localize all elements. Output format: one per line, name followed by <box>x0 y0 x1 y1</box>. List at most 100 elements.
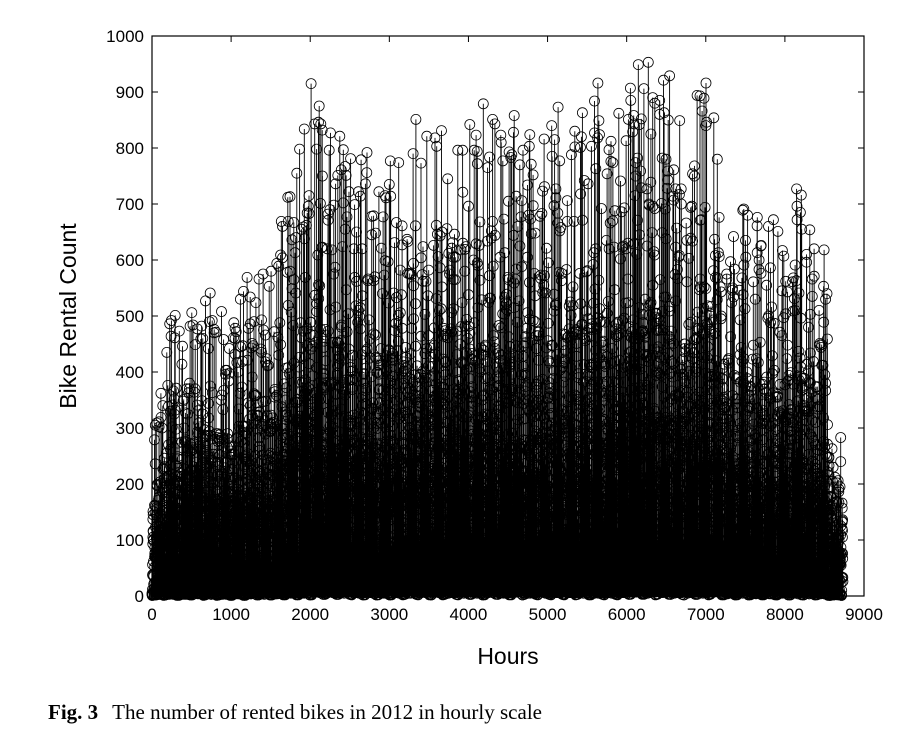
data-point <box>242 397 254 409</box>
data-point <box>155 411 167 423</box>
data-point <box>193 485 205 497</box>
data-point <box>174 566 186 578</box>
data-point <box>156 560 168 572</box>
data-point <box>225 451 237 463</box>
data-point <box>222 428 234 440</box>
data-point <box>204 287 216 299</box>
data-point <box>222 442 233 454</box>
data-point <box>221 364 233 376</box>
data-point <box>199 489 210 501</box>
data-point <box>183 387 195 399</box>
data-point <box>238 285 249 297</box>
data-point <box>193 417 205 429</box>
data-point <box>197 332 209 344</box>
data-point <box>227 449 238 461</box>
data-point <box>177 340 188 352</box>
data-point <box>200 295 211 307</box>
data-point <box>210 326 222 338</box>
data-point <box>233 403 245 415</box>
data-point <box>230 552 242 563</box>
data-point <box>214 449 226 461</box>
data-point <box>185 558 197 569</box>
data-point <box>208 323 220 335</box>
data-point <box>218 502 230 514</box>
data-point <box>254 465 265 477</box>
data-point <box>172 488 184 500</box>
data-point <box>244 529 256 541</box>
data-point <box>190 456 202 468</box>
data-point <box>242 322 254 334</box>
data-point <box>191 483 203 495</box>
data-point <box>159 463 171 475</box>
data-point <box>250 297 262 309</box>
data-point <box>237 420 249 432</box>
data-point <box>170 382 182 394</box>
data-point <box>158 452 170 464</box>
data-point <box>241 563 253 574</box>
data-point <box>199 424 210 436</box>
data-point <box>223 367 235 379</box>
data-point <box>207 569 219 581</box>
data-point <box>160 497 172 508</box>
data-point <box>189 339 201 351</box>
data-point <box>165 560 177 572</box>
data-point <box>229 348 241 360</box>
data-point <box>196 492 208 504</box>
data-point <box>185 438 197 450</box>
data-point <box>206 510 218 521</box>
data-point <box>212 435 224 447</box>
data-point <box>180 407 192 419</box>
data-point <box>170 460 182 471</box>
data-point <box>248 316 260 328</box>
data-point <box>223 343 235 354</box>
data-point <box>241 271 253 283</box>
data-point <box>241 568 253 580</box>
data-point <box>237 355 249 367</box>
data-point <box>161 447 173 459</box>
data-point <box>219 524 231 535</box>
data-point <box>218 478 230 490</box>
data-point <box>220 484 232 496</box>
data-point <box>223 375 235 387</box>
data-point <box>188 552 199 563</box>
data-point <box>238 427 250 438</box>
data-point <box>247 340 259 352</box>
data-point <box>244 400 256 412</box>
data-point <box>220 368 231 380</box>
data-point <box>216 432 228 443</box>
data-point <box>232 366 244 378</box>
data-point <box>186 307 198 319</box>
data-point <box>185 477 197 489</box>
data-point <box>161 346 173 358</box>
data-point <box>217 404 229 415</box>
data-point <box>240 451 252 463</box>
data-point <box>236 381 248 393</box>
data-point <box>169 309 181 321</box>
data-point <box>158 484 170 496</box>
data-point <box>182 475 194 487</box>
data-point <box>214 434 226 446</box>
data-point <box>149 434 160 446</box>
data-point <box>216 389 228 401</box>
data-point <box>250 390 262 401</box>
data-point <box>208 442 220 454</box>
data-point <box>227 489 239 501</box>
data-point <box>234 387 246 399</box>
data-point <box>187 437 199 449</box>
data-point <box>200 441 212 452</box>
data-point <box>253 406 265 418</box>
data-point <box>159 461 171 473</box>
data-point <box>169 404 181 416</box>
data-point <box>244 291 256 303</box>
data-point <box>240 420 252 432</box>
data-point <box>206 315 218 326</box>
data-point <box>178 490 190 502</box>
data-point <box>182 408 193 420</box>
data-point <box>246 371 258 383</box>
data-point <box>196 395 208 407</box>
data-point <box>171 563 183 574</box>
data-point <box>203 397 214 409</box>
data-point <box>242 354 254 366</box>
data-point <box>193 558 205 570</box>
